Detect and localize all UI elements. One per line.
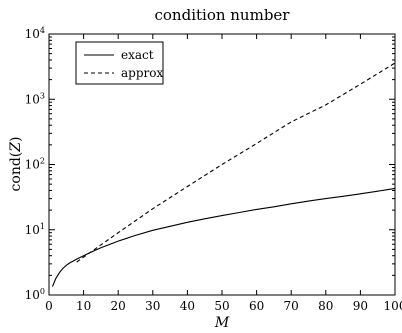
x-tick-label: 90 <box>353 299 368 313</box>
legend-approx-label: approx <box>121 66 163 80</box>
y-tick-label: 102 <box>25 157 45 172</box>
y-tick-label: 103 <box>25 91 45 106</box>
y-tick-label: 104 <box>25 26 45 41</box>
chart-title: condition number <box>155 6 291 24</box>
y-tick-label: 100 <box>25 287 45 302</box>
y-axis-ticks: 100 101 102 103 104 <box>25 26 395 302</box>
x-axis-label: M <box>214 315 230 331</box>
x-axis-ticks: 0 10 20 30 40 50 60 70 80 90 100 <box>45 34 402 313</box>
x-tick-label: 30 <box>145 299 160 313</box>
legend-exact-label: exact <box>121 48 154 62</box>
y-axis-label: cond(Z) <box>8 137 24 192</box>
series-lines <box>51 62 396 287</box>
series-line-approx <box>76 62 396 263</box>
series-line-exact <box>51 187 396 287</box>
x-tick-label: 100 <box>384 299 402 313</box>
x-tick-label: 70 <box>284 299 299 313</box>
legend: exact approx <box>75 41 164 85</box>
x-tick-label: 60 <box>249 299 264 313</box>
x-tick-label: 10 <box>76 299 91 313</box>
x-tick-label: 40 <box>180 299 195 313</box>
x-tick-label: 20 <box>111 299 126 313</box>
x-tick-label: 80 <box>318 299 333 313</box>
y-axis-label-variable: Z <box>8 142 24 153</box>
y-axis-label-suffix: ) <box>8 137 24 142</box>
x-tick-label: 50 <box>214 299 229 313</box>
x-tick-label: 0 <box>45 299 53 313</box>
y-tick-label: 101 <box>25 222 45 237</box>
y-axis-label-prefix: cond( <box>8 152 24 192</box>
legend-box <box>75 41 164 85</box>
